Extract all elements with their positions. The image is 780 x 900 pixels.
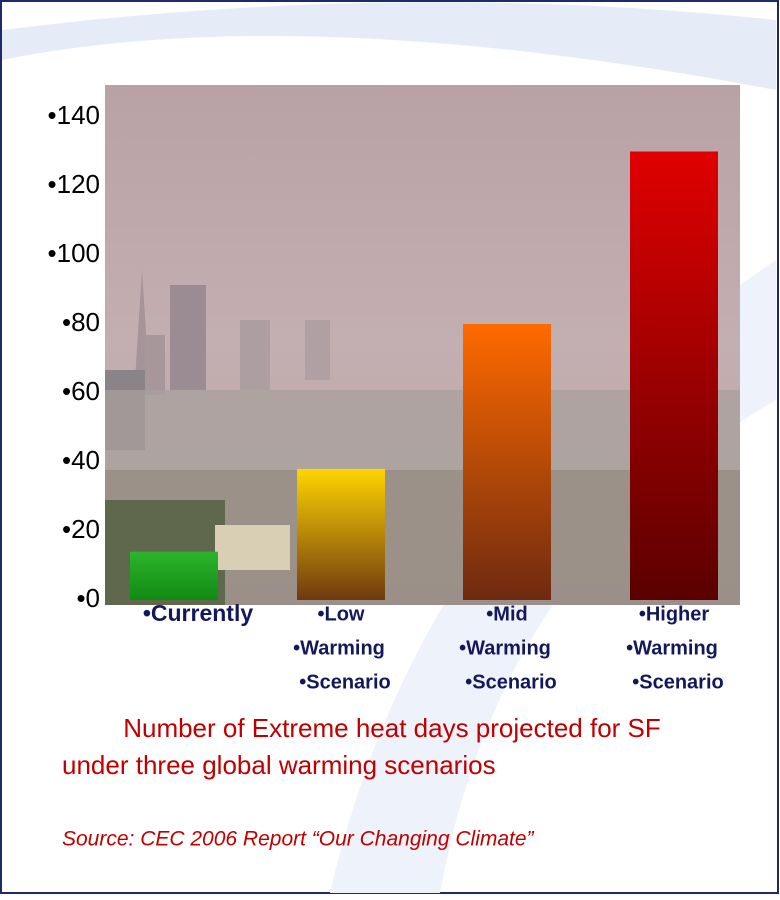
x-tick-label: •Scenario bbox=[465, 671, 556, 693]
y-tick-label: •60 bbox=[62, 376, 100, 406]
x-tick-label: •Warming bbox=[459, 637, 551, 659]
y-tick-label: •140 bbox=[48, 100, 100, 130]
source: Source: CEC 2006 Report “Our Changing Cl… bbox=[62, 828, 535, 851]
y-tick-label: •40 bbox=[62, 445, 100, 475]
x-tick-label: •Scenario bbox=[632, 671, 723, 693]
bar bbox=[130, 551, 218, 600]
x-tick-label: •Higher bbox=[639, 603, 710, 625]
x-tick-label: •Currently bbox=[143, 600, 254, 626]
x-tick-label: •Scenario bbox=[299, 671, 390, 693]
y-tick-label: •120 bbox=[48, 169, 100, 199]
y-tick-label: •80 bbox=[62, 307, 100, 337]
bar bbox=[297, 468, 385, 600]
x-tick-label: •Warming bbox=[626, 637, 718, 659]
y-tick-label: •20 bbox=[62, 514, 100, 544]
caption-line: under three global warming scenarios bbox=[62, 750, 496, 780]
swoosh bbox=[2, 2, 776, 90]
bar bbox=[463, 324, 551, 600]
x-tick-label: •Mid bbox=[486, 603, 527, 625]
y-tick-label: •0 bbox=[76, 583, 100, 613]
y-tick-label: •100 bbox=[48, 238, 100, 268]
x-tick-label: •Warming bbox=[293, 637, 385, 659]
x-tick-label: •Low bbox=[318, 603, 365, 625]
bar bbox=[630, 151, 718, 600]
caption-line: Number of Extreme heat days projected fo… bbox=[123, 713, 661, 743]
